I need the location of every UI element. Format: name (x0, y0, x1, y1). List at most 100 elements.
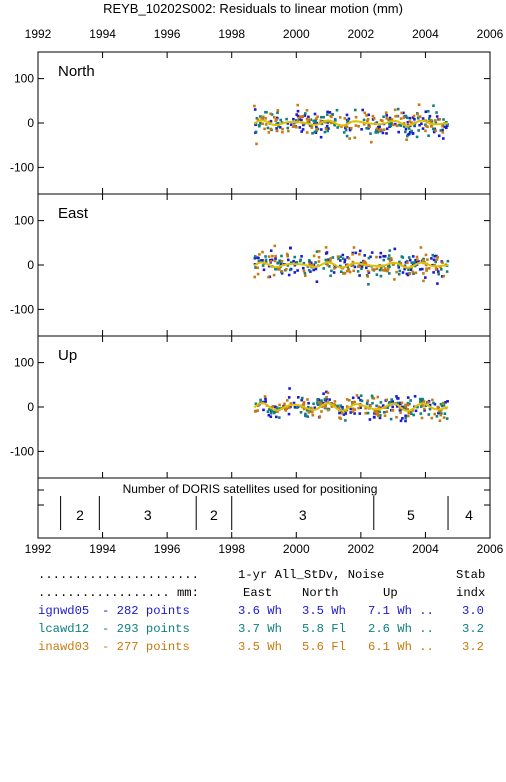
lcawd12-point (339, 270, 343, 273)
top-x-axis: 1992 1994 1996 1998 2000 2002 2004 2006 (25, 27, 504, 41)
inawd03-point (289, 402, 293, 405)
lcawd12-point (322, 115, 325, 119)
lcawd12-point (399, 124, 403, 127)
lcawd12-point (440, 404, 444, 408)
ignwd05-point (344, 412, 348, 415)
inawd03-point (345, 405, 349, 408)
ignwd05-point (264, 400, 267, 403)
lcawd12-point (387, 254, 391, 257)
lcawd12-point (276, 122, 280, 125)
ignwd05-point (354, 251, 358, 255)
panel-satellites: 2 3 2 3 5 4 Number of DORIS satellites used fo… (37, 477, 491, 539)
ignwd05-point (262, 268, 266, 272)
ignwd05-point (435, 254, 438, 258)
inawd03-point (357, 125, 360, 128)
ignwd05-point (358, 274, 361, 277)
ignwd05-point (328, 398, 331, 401)
lcawd12-point (259, 121, 262, 125)
inawd03-point (253, 410, 257, 413)
lcawd12-point (371, 401, 374, 405)
inawd03-point (326, 391, 330, 395)
lcawd12-point (346, 119, 350, 122)
inawd03-point (333, 267, 336, 270)
inawd03-point (399, 407, 402, 410)
inawd03-point (400, 401, 404, 405)
lcawd12-point (388, 122, 391, 125)
inawd03-point (326, 408, 330, 412)
inawd03-point (263, 395, 267, 398)
ignwd05-point (274, 257, 277, 260)
lcawd12-point (274, 267, 278, 271)
inawd03-point (428, 120, 432, 123)
inawd03-point (366, 275, 369, 278)
lcawd12-point (404, 407, 408, 411)
inawd03-point (420, 416, 424, 420)
ignwd05-point (293, 406, 297, 409)
ignwd05-point (436, 282, 439, 285)
inawd03-point (434, 266, 438, 270)
ignwd05-point (270, 258, 274, 262)
lcawd12-point (404, 416, 407, 420)
row-points: - 293 points (102, 622, 190, 636)
row-east: 3.7 Wh (238, 622, 282, 636)
bottom-x-axis: 1992 1994 1996 1998 2000 2002 2004 2006 (25, 542, 504, 556)
lcawd12-point (312, 402, 315, 406)
lcawd12-point (308, 259, 311, 262)
ignwd05-point (267, 413, 271, 417)
ignwd05-point (341, 253, 345, 257)
inawd03-point (365, 114, 368, 117)
inawd03-point (267, 131, 271, 134)
ignwd05-point (347, 117, 351, 121)
lcawd12-point (329, 274, 332, 278)
ignwd05-point (423, 409, 426, 412)
inawd03-point (436, 405, 440, 409)
ignwd05-point (408, 116, 412, 120)
ignwd05-point (343, 258, 347, 262)
ignwd05-point (404, 419, 407, 423)
inawd03-point (408, 272, 412, 276)
inawd03-point (320, 410, 323, 413)
inawd03-point (395, 124, 399, 128)
inawd03-point (316, 115, 319, 118)
ignwd05-point (432, 258, 436, 262)
ignwd05-point (261, 259, 264, 262)
inawd03-point (370, 140, 373, 144)
ignwd05-point (300, 130, 303, 133)
ignwd05-point (428, 403, 432, 407)
lcawd12-point (415, 135, 419, 139)
inawd03-point (414, 271, 418, 275)
ignwd05-point (408, 130, 412, 134)
ignwd05-point (385, 114, 388, 117)
ignwd05-point (421, 117, 425, 120)
lcawd12-point (326, 121, 330, 125)
inawd03-point (281, 130, 284, 134)
ignwd05-point (432, 130, 436, 134)
ignwd05-point (435, 115, 439, 118)
residuals-chart: REYB_10202S002: Residuals to linear moti… (10, 1, 504, 556)
lcawd12-point (304, 414, 308, 418)
inawd03-point (256, 409, 259, 412)
inawd03-point (377, 405, 381, 409)
ignwd05-point (363, 254, 366, 257)
inawd03-point (377, 128, 381, 132)
inawd03-point (431, 398, 434, 402)
lcawd12-point (306, 415, 309, 418)
inawd03-point (343, 117, 347, 120)
lcawd12-point (255, 117, 259, 120)
inawd03-point (385, 398, 388, 402)
inawd03-point (442, 274, 446, 278)
ignwd05-point (368, 418, 372, 421)
lcawd12-point (313, 120, 317, 123)
lcawd12-point (324, 258, 328, 262)
ignwd05-point (332, 271, 336, 274)
lcawd12-point (366, 411, 370, 415)
inawd03-point (408, 120, 412, 123)
ignwd05-point (321, 401, 325, 405)
inawd03-point (333, 400, 337, 403)
lcawd12-point (386, 264, 390, 268)
lcawd12-point (309, 124, 312, 128)
bottom-tick-label: 1996 (154, 542, 181, 556)
lcawd12-point (412, 272, 415, 275)
stats-col-up: Up (383, 586, 398, 600)
lcawd12-point (362, 118, 366, 122)
